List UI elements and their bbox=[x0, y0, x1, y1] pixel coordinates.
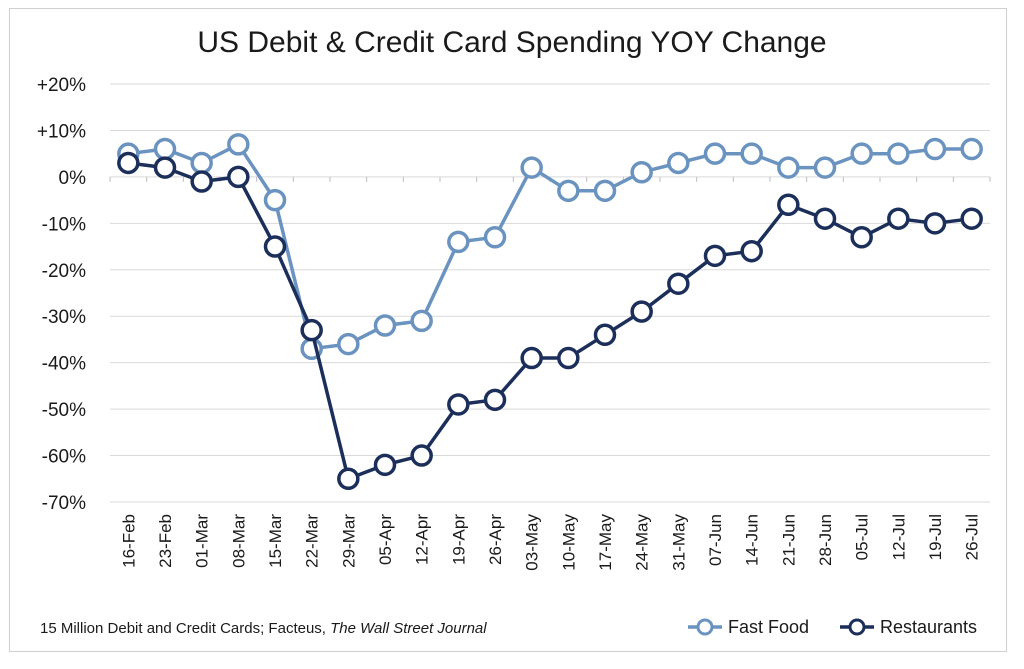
data-point-fast-food bbox=[630, 160, 653, 184]
x-tick-label: 05-Jul bbox=[853, 514, 872, 560]
data-point-restaurants bbox=[227, 165, 250, 189]
y-tick-label: -10% bbox=[42, 214, 86, 235]
data-point-restaurants bbox=[410, 444, 433, 467]
y-tick-label: -40% bbox=[42, 354, 86, 375]
data-point-restaurants bbox=[263, 235, 287, 258]
data-point-fast-food bbox=[263, 188, 287, 212]
data-point-restaurants bbox=[300, 318, 323, 342]
x-tick-label: 19-Apr bbox=[449, 514, 468, 565]
data-point-fast-food bbox=[520, 156, 543, 179]
x-tick-label: 26-Jul bbox=[963, 514, 982, 560]
data-point-restaurants bbox=[777, 193, 800, 217]
data-point-restaurants bbox=[447, 393, 470, 416]
data-point-restaurants bbox=[630, 300, 653, 323]
x-tick-label: 08-Mar bbox=[229, 514, 248, 568]
data-point-fast-food bbox=[960, 137, 983, 161]
data-point-restaurants bbox=[923, 212, 947, 235]
y-tick-label: +10% bbox=[37, 121, 86, 142]
source-note: 15 Million Debit and Credit Cards; Facte… bbox=[40, 620, 487, 637]
source-text: 15 Million Debit and Credit Cards; Facte… bbox=[40, 620, 330, 637]
source-publication: The Wall Street Journal bbox=[330, 620, 487, 637]
x-tick-label: 22-Mar bbox=[303, 514, 322, 568]
x-tick-label: 16-Feb bbox=[119, 514, 138, 568]
data-point-restaurants bbox=[667, 272, 690, 295]
data-point-restaurants bbox=[117, 151, 140, 175]
legend-label-fast-food: Fast Food bbox=[728, 617, 809, 637]
data-point-fast-food bbox=[373, 314, 397, 337]
x-tick-label: 05-Apr bbox=[376, 514, 395, 565]
data-point-fast-food bbox=[703, 142, 727, 165]
x-tick-label: 17-May bbox=[596, 514, 615, 571]
data-point-restaurants bbox=[813, 207, 837, 230]
chart-title: US Debit & Credit Card Spending YOY Chan… bbox=[197, 26, 826, 59]
x-tick-label: 29-Mar bbox=[339, 514, 358, 568]
legend-label-restaurants: Restaurants bbox=[880, 617, 977, 637]
x-tick-label: 23-Feb bbox=[156, 514, 175, 568]
data-point-restaurants bbox=[373, 453, 397, 477]
data-point-fast-food bbox=[887, 142, 910, 165]
x-tick-label: 28-Jun bbox=[816, 514, 835, 566]
data-point-fast-food bbox=[447, 230, 470, 254]
y-tick-label: -20% bbox=[42, 261, 86, 282]
data-point-fast-food bbox=[410, 309, 433, 333]
x-tick-label: 26-Apr bbox=[486, 514, 505, 565]
x-tick-label: 07-Jun bbox=[706, 514, 725, 566]
legend-marker-restaurants bbox=[848, 618, 866, 636]
data-point-fast-food bbox=[557, 179, 580, 203]
data-point-restaurants bbox=[337, 467, 360, 491]
data-point-restaurants bbox=[153, 156, 177, 179]
y-tick-label: -30% bbox=[42, 307, 86, 328]
gridlines bbox=[109, 83, 991, 503]
data-point-fast-food bbox=[850, 142, 873, 165]
data-point-restaurants bbox=[190, 170, 213, 193]
data-point-restaurants bbox=[593, 323, 617, 347]
data-point-restaurants bbox=[703, 244, 727, 268]
series-line-fast-food bbox=[128, 142, 972, 351]
data-point-restaurants bbox=[557, 346, 580, 370]
data-point-restaurants bbox=[960, 207, 983, 230]
data-point-restaurants bbox=[520, 346, 543, 370]
x-tick-label: 21-Jun bbox=[779, 514, 798, 566]
data-point-fast-food bbox=[190, 151, 213, 175]
legend-marker-fast-food bbox=[696, 618, 714, 636]
data-point-fast-food bbox=[813, 156, 837, 179]
x-tick-label: 01-Mar bbox=[193, 514, 212, 568]
x-tick-label: 14-Jun bbox=[743, 514, 762, 566]
x-tick-label: 12-Apr bbox=[413, 514, 432, 565]
data-point-fast-food bbox=[667, 151, 690, 175]
x-tick-label: 19-Jul bbox=[926, 514, 945, 560]
data-point-fast-food bbox=[227, 133, 250, 156]
data-point-restaurants bbox=[483, 388, 507, 412]
y-tick-label: -60% bbox=[42, 447, 86, 468]
series-layer bbox=[117, 133, 983, 491]
x-tick-label: 12-Jul bbox=[889, 514, 908, 560]
series-line-restaurants bbox=[128, 161, 972, 481]
data-point-fast-food bbox=[337, 332, 360, 356]
data-point-fast-food bbox=[923, 137, 947, 161]
data-point-fast-food bbox=[593, 179, 617, 203]
data-point-fast-food bbox=[153, 137, 177, 161]
data-point-fast-food bbox=[483, 226, 507, 249]
data-point-restaurants bbox=[740, 239, 763, 263]
x-tick-label: 03-May bbox=[523, 514, 542, 571]
x-tick-label: 24-May bbox=[633, 514, 652, 571]
data-point-restaurants bbox=[887, 207, 910, 230]
data-point-restaurants bbox=[850, 226, 873, 249]
x-tick-label: 10-May bbox=[559, 514, 578, 571]
chart-frame bbox=[9, 8, 1007, 652]
x-tick-label: 15-Mar bbox=[266, 514, 285, 568]
y-tick-label: +20% bbox=[37, 75, 86, 96]
data-point-fast-food bbox=[777, 156, 800, 179]
legend: Fast Food Restaurants bbox=[688, 617, 977, 637]
y-tick-label: -50% bbox=[42, 400, 86, 421]
x-axis-ticks: 16-Feb 23-Feb 01-Mar 08-Mar 15-Mar 22-Mar 29-M… bbox=[119, 514, 981, 571]
y-tick-label: 0% bbox=[59, 168, 87, 189]
y-tick-label: -70% bbox=[42, 493, 86, 514]
data-point-fast-food bbox=[740, 142, 763, 165]
x-tick-label: 31-May bbox=[669, 514, 688, 571]
y-axis-ticks: +20% +10% 0% -10% -20% -30% -40% -50% -60% -70% bbox=[37, 75, 86, 514]
